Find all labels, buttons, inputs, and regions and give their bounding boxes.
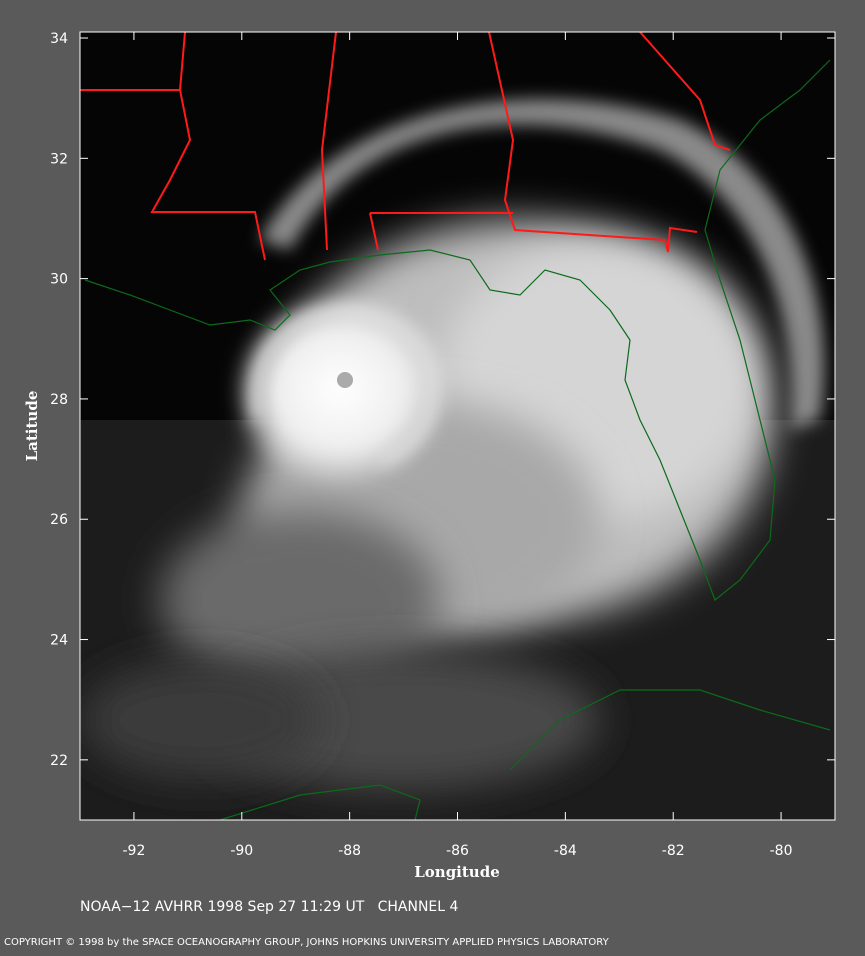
y-tick-label: 24 [50, 633, 68, 649]
x-tick-label: -92 [122, 843, 145, 859]
y-tick-label: 32 [50, 151, 68, 167]
x-tick-label: -88 [338, 843, 361, 859]
state-borders [80, 32, 731, 261]
x-tick-label: -80 [770, 843, 793, 859]
y-tick-label: 28 [50, 392, 68, 408]
y-tick-label: 34 [50, 31, 68, 47]
coastlines [84, 59, 831, 820]
y-tick-label: 30 [50, 272, 68, 288]
x-tick-label: -90 [230, 843, 253, 859]
x-tick-label: -84 [554, 843, 577, 859]
y-tick-label: 26 [50, 512, 68, 528]
x-tick-label: -86 [446, 843, 469, 859]
caption: NOAA−12 AVHRR 1998 Sep 27 11:29 UT CHANN… [80, 899, 459, 915]
y-axis-label: Latitude [23, 391, 41, 462]
x-tick-label: -82 [662, 843, 685, 859]
copyright: COPYRIGHT © 1998 by the SPACE OCEANOGRAP… [4, 937, 610, 948]
x-axis-label: Longitude [414, 863, 500, 881]
y-tick-label: 22 [50, 753, 68, 769]
cloud-imagery [80, 99, 835, 820]
